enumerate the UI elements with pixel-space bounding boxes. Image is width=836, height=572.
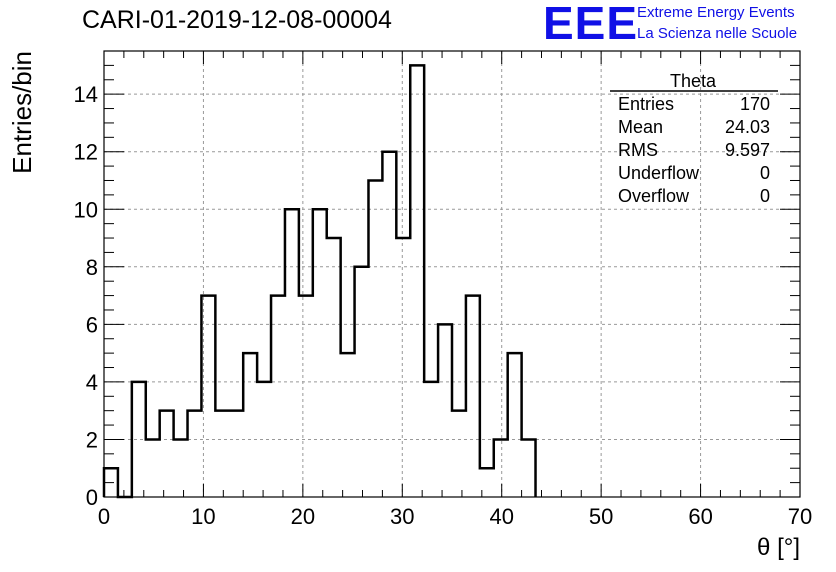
- stats-box: Theta Entries 170 Mean 24.03 RMS 9.597 Underfl…: [610, 71, 778, 206]
- eee-logo: EEE: [543, 0, 639, 49]
- y-tick-label: 2: [86, 427, 98, 452]
- x-tick-label: 20: [291, 504, 315, 529]
- x-tick-label: 10: [191, 504, 215, 529]
- x-axis-label: θ [°]: [757, 534, 800, 561]
- grid-lines: [104, 51, 800, 497]
- stats-value: 170: [740, 94, 770, 114]
- y-tick-label: 6: [86, 312, 98, 337]
- stats-label: RMS: [618, 140, 658, 160]
- chart-title: CARI-01-2019-12-08-00004: [82, 6, 392, 34]
- y-tick-label: 0: [86, 485, 98, 510]
- x-tick-label: 50: [589, 504, 613, 529]
- y-tick-label: 10: [74, 197, 98, 222]
- y-tick-label: 12: [74, 140, 98, 165]
- y-tick-label: 4: [86, 370, 98, 395]
- histogram-step-line: [102, 64, 537, 499]
- logo-subtitle-2: La Scienza nelle Scuole: [637, 25, 798, 42]
- stats-value: 24.03: [725, 117, 770, 137]
- stats-value: 9.597: [725, 140, 770, 160]
- x-tick-label: 60: [688, 504, 712, 529]
- x-tick-labels: 0 10 20 30 40 50 60 70: [98, 504, 812, 529]
- stats-value: 0: [760, 186, 770, 206]
- logo-subtitle-1: Extreme Energy Events: [637, 4, 795, 21]
- axis-ticks: [103, 50, 801, 498]
- x-tick-label: 30: [390, 504, 414, 529]
- stats-title: Theta: [670, 71, 717, 91]
- y-tick-label: 14: [74, 82, 98, 107]
- y-tick-labels: 0 2 4 6 8 10 12 14: [74, 82, 98, 510]
- x-tick-label: 40: [489, 504, 513, 529]
- y-tick-label: 8: [86, 255, 98, 280]
- stats-label: Entries: [618, 94, 674, 114]
- stats-label: Mean: [618, 117, 663, 137]
- x-tick-label: 70: [788, 504, 812, 529]
- x-tick-label: 0: [98, 504, 110, 529]
- stats-label: Underflow: [618, 163, 700, 183]
- stats-label: Overflow: [618, 186, 690, 206]
- y-axis-label: Entries/bin: [7, 51, 37, 174]
- plot-frame: [103, 50, 801, 498]
- stats-value: 0: [760, 163, 770, 183]
